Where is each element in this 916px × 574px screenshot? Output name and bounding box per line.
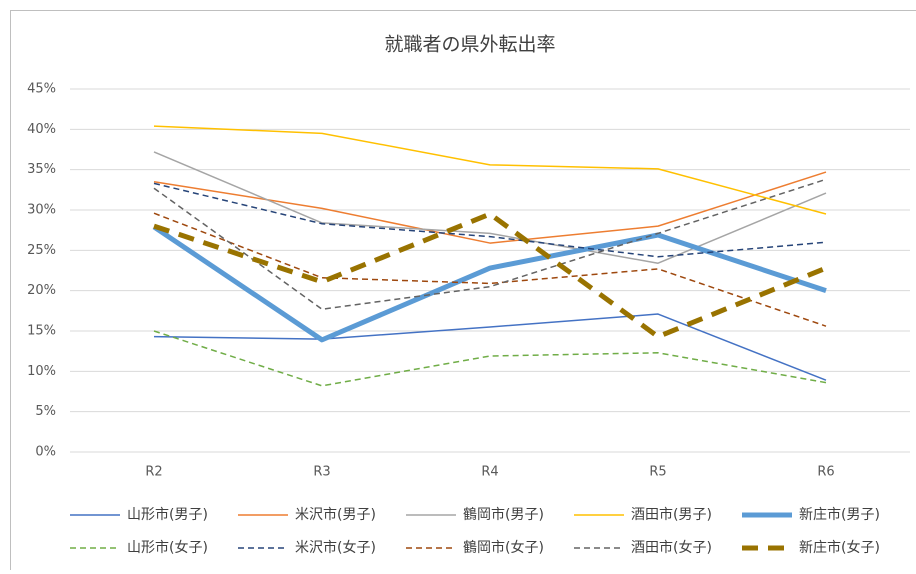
legend-label: 山形市(男子)	[127, 506, 208, 523]
legend-label: 新庄市(男子)	[799, 506, 880, 523]
y-tick-label: 25%	[27, 243, 56, 258]
legend-label: 酒田市(女子)	[631, 539, 712, 556]
legend-label: 米沢市(男子)	[295, 506, 376, 523]
y-tick-label: 0%	[35, 445, 56, 460]
y-tick-label: 45%	[27, 82, 56, 97]
legend-label: 山形市(女子)	[127, 539, 208, 556]
y-tick-label: 35%	[27, 162, 56, 177]
y-tick-label: 10%	[27, 364, 56, 379]
y-tick-label: 40%	[27, 122, 56, 137]
y-tick-label: 30%	[27, 203, 56, 218]
x-tick-label: R4	[481, 465, 498, 480]
legend-label: 鶴岡市(女子)	[463, 539, 544, 556]
legend-label: 酒田市(男子)	[631, 506, 712, 523]
y-tick-label: 15%	[27, 324, 56, 339]
legend-label: 米沢市(女子)	[295, 539, 376, 556]
chart-title: 就職者の県外転出率	[384, 34, 555, 56]
x-tick-label: R3	[313, 465, 330, 480]
x-tick-label: R2	[145, 465, 162, 480]
legend-label: 新庄市(女子)	[799, 539, 880, 556]
x-tick-label: R6	[817, 465, 834, 480]
y-tick-label: 5%	[35, 404, 56, 419]
legend-label: 鶴岡市(男子)	[463, 506, 544, 523]
y-tick-label: 20%	[27, 283, 56, 298]
x-tick-label: R5	[649, 465, 666, 480]
